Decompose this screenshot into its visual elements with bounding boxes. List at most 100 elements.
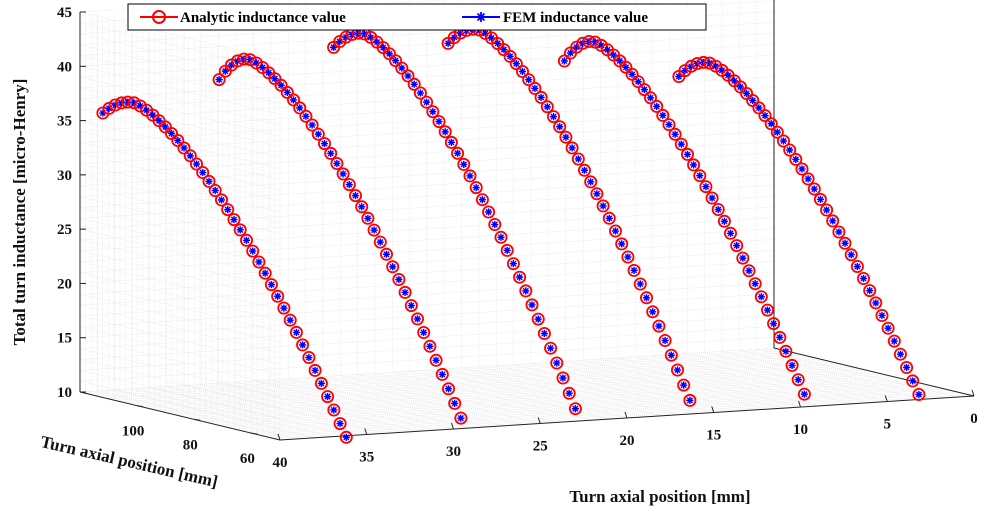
floor-right-edge bbox=[773, 347, 975, 397]
analytic-point bbox=[838, 236, 852, 250]
floor-grid-line bbox=[652, 355, 853, 404]
analytic-point bbox=[826, 214, 840, 228]
x-tick-mark bbox=[537, 417, 541, 424]
x-tick-mark bbox=[798, 400, 801, 408]
side-wall-grid-line bbox=[79, 196, 281, 245]
fem-point bbox=[540, 329, 548, 338]
fem-point bbox=[211, 186, 219, 195]
analytic-point bbox=[438, 125, 452, 139]
side-wall-grid-line bbox=[79, 131, 281, 180]
side-wall-grid-line bbox=[79, 359, 281, 408]
analytic-point bbox=[475, 193, 489, 207]
analytic-point bbox=[506, 257, 520, 271]
side-wall-grid-line bbox=[79, 109, 281, 158]
z-tick-label: 15 bbox=[57, 331, 72, 347]
analytic-point bbox=[850, 259, 864, 273]
fem-point bbox=[767, 120, 775, 128]
analytic-point bbox=[671, 363, 685, 377]
side-wall-grid-line bbox=[79, 55, 281, 104]
fem-point bbox=[730, 77, 738, 85]
fem-point bbox=[224, 206, 232, 214]
side-wall-grid-line bbox=[79, 315, 281, 365]
fem-point bbox=[549, 113, 558, 121]
floor-grid-line bbox=[184, 385, 385, 434]
fem-point bbox=[435, 117, 443, 126]
fem-point bbox=[311, 366, 319, 374]
fem-point bbox=[258, 63, 267, 72]
fem-point bbox=[559, 374, 567, 382]
side-wall-grid-line bbox=[79, 33, 281, 82]
fem-point bbox=[909, 377, 917, 385]
floor-grid-line bbox=[236, 381, 437, 431]
fem-point bbox=[320, 140, 329, 148]
fem-point bbox=[618, 240, 626, 248]
fem-point bbox=[763, 306, 772, 314]
fem-point bbox=[562, 133, 570, 141]
side-wall-grid-line bbox=[79, 272, 281, 321]
analytic-point bbox=[342, 178, 356, 192]
analytic-point bbox=[683, 393, 697, 407]
fem-point bbox=[770, 320, 778, 328]
floor-grid-line bbox=[149, 387, 350, 436]
fem-point bbox=[217, 196, 226, 204]
analytic-point bbox=[693, 169, 707, 183]
fem-point bbox=[661, 336, 669, 345]
side-wall-grid-line bbox=[79, 337, 281, 386]
fem-point bbox=[726, 229, 735, 237]
fem-point bbox=[655, 322, 663, 330]
fem-point bbox=[616, 57, 624, 65]
fem-point bbox=[274, 292, 282, 300]
analytic-point bbox=[627, 263, 641, 277]
fem-point bbox=[289, 96, 298, 104]
analytic-point bbox=[305, 118, 319, 132]
x-tick-label: 35 bbox=[359, 450, 374, 466]
fem-point bbox=[261, 269, 269, 277]
x-tick-mark bbox=[277, 433, 281, 441]
fem-point bbox=[422, 98, 431, 106]
legend-analytic-label: Analytic inductance value bbox=[180, 10, 346, 26]
analytic-point bbox=[308, 363, 322, 377]
fem-point bbox=[571, 405, 579, 413]
analytic-point bbox=[578, 163, 592, 177]
floor-grid-line bbox=[739, 349, 940, 399]
analytic-point bbox=[212, 73, 226, 87]
analytic-point bbox=[327, 403, 341, 417]
fem-point bbox=[410, 80, 418, 88]
fem-point bbox=[841, 239, 849, 247]
analytic-point bbox=[509, 57, 523, 71]
fem-point bbox=[327, 149, 335, 158]
floor-grid-line bbox=[531, 363, 732, 412]
analytic-point bbox=[758, 109, 772, 123]
analytic-point bbox=[547, 110, 561, 124]
fem-point bbox=[497, 233, 505, 241]
x-tick-mark bbox=[711, 406, 715, 413]
fem-point bbox=[447, 138, 455, 146]
fem-point bbox=[556, 123, 564, 131]
analytic-point bbox=[407, 77, 421, 91]
y-tick-mark bbox=[137, 405, 144, 408]
fem-point bbox=[751, 280, 759, 288]
analytic-point bbox=[302, 350, 316, 364]
analytic-point bbox=[553, 120, 567, 134]
fem-point bbox=[702, 183, 710, 191]
analytic-point bbox=[652, 319, 666, 333]
analytic-point bbox=[699, 180, 713, 194]
analytic-point bbox=[621, 250, 635, 264]
fem-point bbox=[546, 344, 555, 352]
x-tick-mark bbox=[624, 411, 628, 419]
fem-point bbox=[522, 287, 530, 295]
analytic-point bbox=[887, 334, 901, 348]
fem-point bbox=[230, 216, 238, 224]
analytic-point bbox=[435, 367, 449, 381]
fem-point bbox=[667, 351, 675, 359]
fem-point bbox=[630, 266, 638, 274]
fem-point bbox=[441, 128, 449, 136]
analytic-point bbox=[189, 157, 203, 171]
fem-point bbox=[646, 94, 655, 102]
fem-point bbox=[267, 281, 276, 289]
fem-point bbox=[773, 128, 781, 136]
analytic-point bbox=[386, 260, 400, 274]
floor-grid-line bbox=[461, 367, 662, 417]
marks-layer bbox=[96, 22, 926, 444]
fem-point bbox=[324, 393, 332, 401]
